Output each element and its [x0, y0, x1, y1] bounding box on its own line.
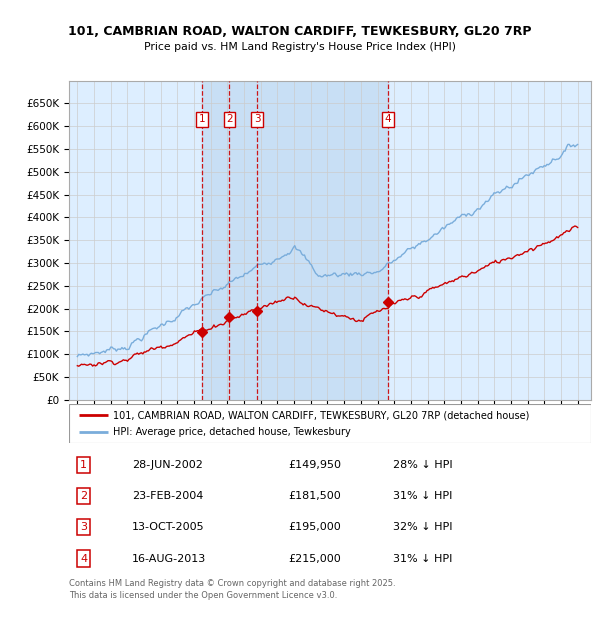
Text: 31% ↓ HPI: 31% ↓ HPI — [392, 554, 452, 564]
Text: 31% ↓ HPI: 31% ↓ HPI — [392, 491, 452, 501]
Bar — [202, 81, 388, 400]
Text: £181,500: £181,500 — [288, 491, 341, 501]
Text: £195,000: £195,000 — [288, 523, 341, 533]
Text: 4: 4 — [385, 114, 391, 125]
Text: 3: 3 — [80, 523, 87, 533]
Text: 1: 1 — [199, 114, 206, 125]
Text: Contains HM Land Registry data © Crown copyright and database right 2025.: Contains HM Land Registry data © Crown c… — [69, 579, 395, 588]
Text: 28-JUN-2002: 28-JUN-2002 — [131, 460, 203, 470]
Text: 1: 1 — [80, 460, 87, 470]
Text: 28% ↓ HPI: 28% ↓ HPI — [392, 460, 452, 470]
Text: This data is licensed under the Open Government Licence v3.0.: This data is licensed under the Open Gov… — [69, 591, 337, 601]
Text: 101, CAMBRIAN ROAD, WALTON CARDIFF, TEWKESBURY, GL20 7RP (detached house): 101, CAMBRIAN ROAD, WALTON CARDIFF, TEWK… — [113, 410, 530, 420]
Text: 13-OCT-2005: 13-OCT-2005 — [131, 523, 204, 533]
Text: £149,950: £149,950 — [288, 460, 341, 470]
Text: 4: 4 — [80, 554, 87, 564]
Text: 2: 2 — [80, 491, 87, 501]
Text: 16-AUG-2013: 16-AUG-2013 — [131, 554, 206, 564]
Text: 2: 2 — [226, 114, 233, 125]
Text: 23-FEB-2004: 23-FEB-2004 — [131, 491, 203, 501]
Text: Price paid vs. HM Land Registry's House Price Index (HPI): Price paid vs. HM Land Registry's House … — [144, 42, 456, 52]
Text: 101, CAMBRIAN ROAD, WALTON CARDIFF, TEWKESBURY, GL20 7RP: 101, CAMBRIAN ROAD, WALTON CARDIFF, TEWK… — [68, 25, 532, 38]
Text: HPI: Average price, detached house, Tewkesbury: HPI: Average price, detached house, Tewk… — [113, 427, 351, 437]
Text: 32% ↓ HPI: 32% ↓ HPI — [392, 523, 452, 533]
Text: 3: 3 — [254, 114, 260, 125]
Text: £215,000: £215,000 — [288, 554, 341, 564]
